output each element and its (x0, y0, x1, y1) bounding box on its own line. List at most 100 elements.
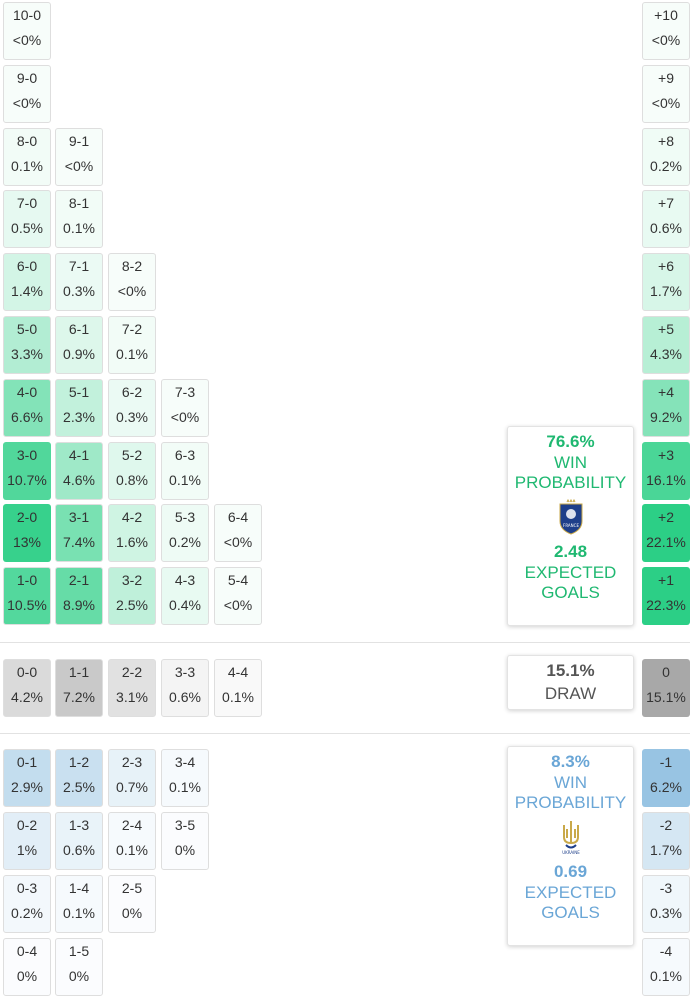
scoreline-label: 2-0 (16, 509, 38, 525)
scoreline-label: 9-0 (16, 70, 38, 86)
probability-label: 0% (16, 968, 38, 984)
svg-text:UKRAINE: UKRAINE (562, 850, 580, 855)
scoreline-label: +10 (654, 7, 678, 23)
score-cell-9to1: 9-1 <0% (55, 128, 103, 186)
away-probability-label: PROBABILITY (514, 793, 627, 812)
probability-label: 0.8% (116, 472, 148, 488)
svg-text:FRANCE: FRANCE (563, 523, 579, 528)
home-win-label: WIN (553, 453, 588, 472)
scoreline-label: +2 (658, 509, 674, 525)
score-cell-1to5: 1-5 0% (55, 938, 103, 996)
probability-label: 2.3% (63, 409, 95, 425)
score-cell-5to0: 5-0 3.3% (3, 316, 51, 374)
score-cell-7to2: 7-2 0.1% (108, 316, 156, 374)
probability-label: 22.3% (646, 597, 686, 613)
scoreline-label: 3-0 (16, 447, 38, 463)
scoreline-label: 4-1 (68, 447, 90, 463)
france-crest-icon: FRANCE (559, 499, 582, 535)
probability-label: <0% (651, 32, 681, 48)
score-cell-0to0: 0-0 4.2% (3, 659, 51, 717)
probability-label: 7.4% (63, 534, 95, 550)
probability-label: 0.3% (650, 905, 682, 921)
scoreline-label: 7-0 (16, 195, 38, 211)
probability-label: 0.2% (11, 905, 43, 921)
scoreline-label: 8-2 (121, 258, 143, 274)
goal-margin-cell: -4 0.1% (642, 938, 690, 996)
score-cell-1to2: 1-2 2.5% (55, 749, 103, 807)
scoreline-label: +9 (658, 70, 674, 86)
scoreline-label: 1-4 (68, 880, 90, 896)
away-expected-goals-value: 0.69 (553, 862, 588, 881)
probability-label: 16.1% (646, 472, 686, 488)
probability-label: 10.7% (7, 472, 47, 488)
probability-label: 0.1% (222, 689, 254, 705)
scoreline-label: 4-4 (227, 664, 249, 680)
scoreline-label: +4 (658, 384, 674, 400)
probability-label: 22.1% (646, 534, 686, 550)
probability-label: 0.5% (11, 220, 43, 236)
scoreline-label: 3-5 (174, 817, 196, 833)
probability-label: 10.5% (7, 597, 47, 613)
scoreline-label: 6-3 (174, 447, 196, 463)
score-cell-10to0: 10-0 <0% (3, 2, 51, 60)
scoreline-label: 3-1 (68, 509, 90, 525)
probability-label: 1.4% (11, 283, 43, 299)
score-cell-2to0: 2-0 13% (3, 504, 51, 562)
scoreline-label: 1-3 (68, 817, 90, 833)
scoreline-label: 3-2 (121, 572, 143, 588)
probability-label: 3.3% (11, 346, 43, 362)
scoreline-label: 2-5 (121, 880, 143, 896)
scoreline-label: 6-2 (121, 384, 143, 400)
goal-margin-cell: +2 22.1% (642, 504, 690, 562)
score-cell-7to0: 7-0 0.5% (3, 190, 51, 248)
score-cell-0to3: 0-3 0.2% (3, 875, 51, 933)
probability-label: 1.6% (116, 534, 148, 550)
away-win-probability-value: 8.3% (551, 752, 590, 771)
probability-label: 8.9% (63, 597, 95, 613)
probability-label: 3.1% (116, 689, 148, 705)
goal-margin-cell: +6 1.7% (642, 253, 690, 311)
probability-label: 2.9% (11, 779, 43, 795)
divider-home-draw (0, 642, 690, 643)
scoreline-label: 5-0 (16, 321, 38, 337)
probability-label: 1% (16, 842, 38, 858)
probability-label: 15.1% (646, 689, 686, 705)
score-cell-8to2: 8-2 <0% (108, 253, 156, 311)
score-cell-1to1: 1-1 7.2% (55, 659, 103, 717)
goal-margin-cell: +5 4.3% (642, 316, 690, 374)
scoreline-label: 0-3 (16, 880, 38, 896)
scoreline-label: 6-0 (16, 258, 38, 274)
divider-draw-away (0, 733, 690, 734)
probability-label: 0% (174, 842, 196, 858)
probability-label: <0% (12, 95, 42, 111)
probability-label: 0.1% (63, 220, 95, 236)
scoreline-label: 7-3 (174, 384, 196, 400)
ukraine-trident-icon: UKRAINE (562, 821, 580, 855)
goal-margin-cell: +4 9.2% (642, 379, 690, 437)
probability-label: 6.6% (11, 409, 43, 425)
probability-label: 0.1% (63, 905, 95, 921)
score-cell-7to3: 7-3 <0% (161, 379, 209, 437)
score-cell-2to2: 2-2 3.1% (108, 659, 156, 717)
scoreline-label: 4-2 (121, 509, 143, 525)
probability-label: 0.1% (11, 158, 43, 174)
scoreline-label: 7-2 (121, 321, 143, 337)
probability-label: 7.2% (63, 689, 95, 705)
probability-label: 0.2% (169, 534, 201, 550)
scoreline-label: 1-1 (68, 664, 90, 680)
goal-margin-cell: -2 1.7% (642, 812, 690, 870)
away-expected-label: EXPECTED (524, 883, 617, 902)
probability-label: 6.2% (650, 779, 682, 795)
goal-margin-cell: -1 6.2% (642, 749, 690, 807)
probability-label: 0% (121, 905, 143, 921)
score-cell-9to0: 9-0 <0% (3, 65, 51, 123)
probability-label: <0% (651, 95, 681, 111)
goal-margin-cell: +8 0.2% (642, 128, 690, 186)
scoreline-label: 1-0 (16, 572, 38, 588)
scoreline-label: 2-3 (121, 754, 143, 770)
scoreline-label: 2-1 (68, 572, 90, 588)
scoreline-label: 10-0 (12, 7, 42, 23)
probability-label: 2.5% (63, 779, 95, 795)
probability-label: 0.2% (650, 158, 682, 174)
score-cell-6to4: 6-4 <0% (214, 504, 262, 562)
